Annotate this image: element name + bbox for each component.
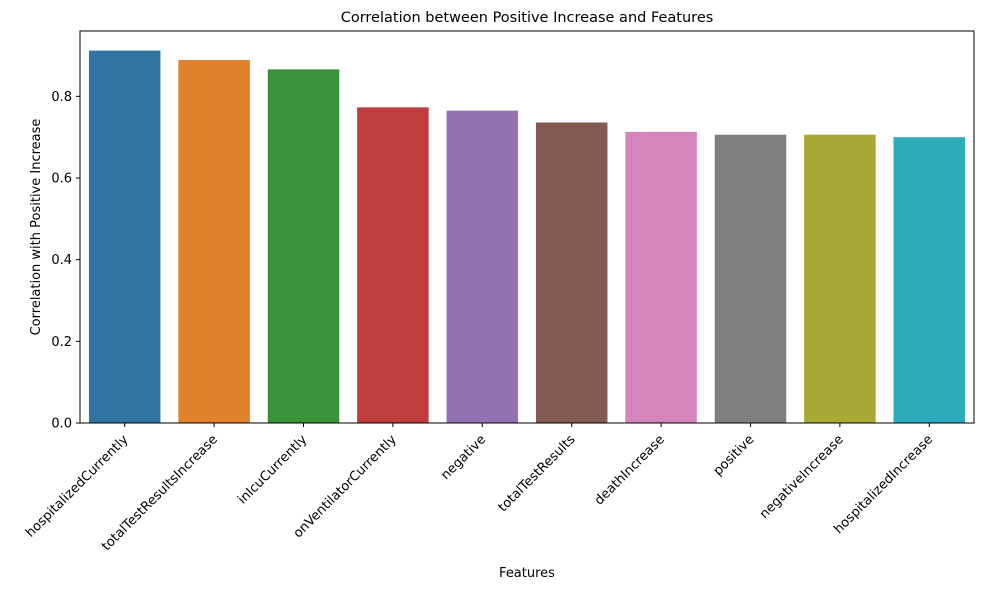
bar-onVentilatorCurrently [357, 107, 429, 424]
y-tick-label: 0.4 [51, 253, 72, 268]
x-tick-label: inIcuCurrently [235, 432, 310, 507]
plot-frame [79, 30, 975, 424]
y-tick-label: 0.6 [51, 172, 72, 187]
y-tick-label: 0.0 [51, 417, 72, 432]
x-tick-label: hospitalizedCurrently [23, 432, 132, 541]
bar-positive [714, 134, 787, 423]
x-tick-label: onVentilatorCurrently [291, 432, 400, 541]
x-tick-label: positive [711, 432, 758, 479]
bars-layer [88, 50, 966, 424]
x-tick-label: negative [438, 432, 489, 483]
x-axis-label: Features [499, 566, 555, 581]
y-axis: 0.0 0.2 0.4 0.6 0.8 [51, 90, 80, 432]
x-tick-label: deathIncrease [592, 432, 668, 508]
x-tick-label: hospitalizedIncrease [831, 432, 936, 537]
bar-deathIncrease [625, 131, 697, 424]
x-axis: hospitalizedCurrentlytotalTestResultsInc… [23, 423, 936, 554]
x-tick-label: negativeIncrease [757, 432, 847, 522]
bar-hospitalizedIncrease [893, 137, 966, 424]
y-axis-label: Correlation with Positive Increase [29, 119, 44, 336]
y-tick-label: 0.8 [51, 90, 72, 105]
chart-title: Correlation between Positive Increase an… [341, 10, 714, 26]
bar-hospitalizedCurrently [88, 50, 161, 423]
bar-totalTestResults [535, 122, 608, 423]
bar-totalTestResultsIncrease [178, 59, 250, 424]
y-tick-label: 0.2 [51, 335, 72, 350]
bar-inIcuCurrently [267, 69, 340, 423]
x-tick-label: totalTestResults [496, 432, 579, 515]
bar-negativeIncrease [804, 134, 876, 423]
bar-negative [446, 110, 519, 424]
